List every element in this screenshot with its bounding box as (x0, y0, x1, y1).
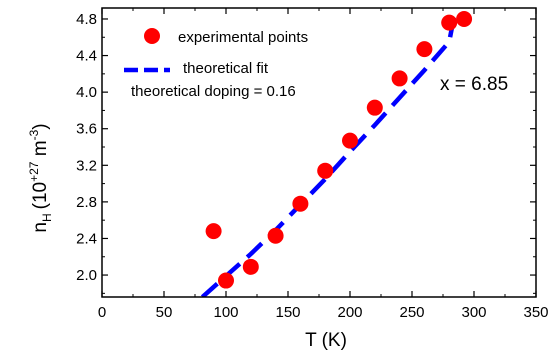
data-point-9 (416, 41, 433, 58)
data-point-10 (441, 14, 458, 31)
y-axis-title-var: n (30, 222, 51, 233)
x-tick-label-2: 100 (213, 304, 238, 321)
legend-note: theoretical doping = 0.16 (131, 83, 296, 100)
y-axis-title-unit2: m (30, 140, 51, 161)
y-axis-title-sub: H (40, 213, 54, 222)
legend-label-theoretical: theoretical fit (183, 60, 269, 77)
data-point-8 (391, 70, 408, 87)
y-tick-label-3: 3.2 (76, 157, 97, 174)
theoretical-fit-line (200, 9, 458, 297)
y-tick-label-1: 2.4 (76, 230, 97, 247)
data-point-3 (267, 227, 284, 244)
x-tick-label-5: 250 (399, 304, 424, 321)
x-axis-title: T (K) (305, 330, 347, 351)
y-axis-title-exp: +27 (27, 161, 41, 182)
y-tick-label-2: 2.8 (76, 194, 97, 211)
y-axis-title-unit: (10 (30, 182, 51, 209)
x-tick-label-0: 0 (98, 304, 106, 321)
legend: experimental points theoretical fit theo… (124, 28, 308, 100)
y-axis-title-exp2: -3 (27, 129, 41, 140)
y-tick-label-7: 4.8 (76, 11, 97, 28)
legend-marker-experimental (144, 28, 160, 44)
y-tick-label-0: 2.0 (76, 267, 97, 284)
legend-label-experimental: experimental points (178, 29, 308, 46)
data-point-6 (342, 132, 358, 149)
plot-frame (101, 7, 537, 298)
data-point-0 (205, 223, 222, 240)
data-point-2 (242, 258, 259, 275)
data-point-4 (292, 195, 309, 212)
y-axis-title: nH (10+27 m-3) (27, 123, 54, 232)
x-tick-label-7: 350 (523, 304, 548, 321)
y-axis-title-close: ) (30, 123, 51, 129)
x-tick-label-3: 150 (275, 304, 300, 321)
x-tick-label-6: 300 (461, 304, 486, 321)
y-tick-label-4: 3.6 (76, 121, 97, 138)
data-point-7 (366, 99, 383, 116)
x-tick-label-1: 50 (156, 304, 173, 321)
y-tick-label-5: 4.0 (76, 84, 97, 101)
x-annotation: x = 6.85 (440, 74, 508, 95)
data-point-5 (317, 162, 334, 179)
data-point-1 (218, 272, 234, 289)
data-point-11 (456, 10, 473, 27)
y-tick-label-6: 4.4 (76, 48, 97, 65)
plot-layer (200, 9, 473, 297)
x-tick-label-4: 200 (337, 304, 362, 321)
axes-layer: 0 50 100 150 200 250 300 350 2.0 2.4 2.8 3.2 3.6 4.0 4… (76, 7, 549, 321)
